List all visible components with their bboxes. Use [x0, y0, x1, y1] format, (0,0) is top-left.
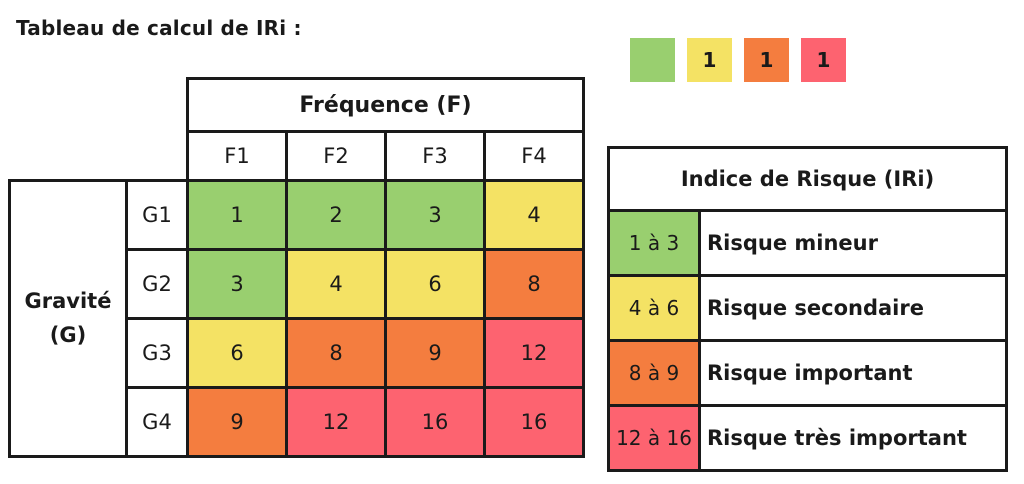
risk-cell: 6: [186, 317, 288, 389]
page-title: Tableau de calcul de IRi :: [16, 16, 302, 40]
legend-title: Indice de Risque (IRi): [607, 146, 1008, 212]
swatch-yellow: 1: [687, 38, 732, 82]
gravity-label-g3: G3: [125, 317, 189, 389]
color-swatches: 1 1 1: [630, 38, 846, 82]
legend-label-important: Risque important: [698, 339, 1008, 407]
risk-cell: 12: [285, 386, 387, 458]
risk-cell: 8: [285, 317, 387, 389]
legend-label-very-important: Risque très important: [698, 404, 1008, 472]
risk-matrix: Fréquence (F) F1 F2 F3 F4 Gravité (G) G1…: [8, 77, 585, 458]
risk-cell: 16: [384, 386, 486, 458]
risk-cell: 9: [384, 317, 486, 389]
legend-range-secondary: 4 à 6: [607, 274, 701, 342]
risk-cell: 6: [384, 248, 486, 320]
risk-cell: 3: [384, 179, 486, 251]
risk-cell: 1: [186, 179, 288, 251]
gravity-title: Gravité (G): [8, 179, 128, 458]
swatch-red: 1: [801, 38, 846, 82]
gravity-label-g2: G2: [125, 248, 189, 320]
risk-cell: 8: [483, 248, 585, 320]
swatch-orange: 1: [744, 38, 789, 82]
risk-cell: 3: [186, 248, 288, 320]
gravity-label-g1: G1: [125, 179, 189, 251]
legend-range-important: 8 à 9: [607, 339, 701, 407]
legend-range-minor: 1 à 3: [607, 209, 701, 277]
risk-cell: 16: [483, 386, 585, 458]
risk-legend: Indice de Risque (IRi) 1 à 3 Risque mine…: [607, 146, 1008, 472]
risk-cell: 4: [483, 179, 585, 251]
risk-cell: 12: [483, 317, 585, 389]
frequency-title: Fréquence (F): [186, 77, 585, 133]
risk-cell: 4: [285, 248, 387, 320]
legend-label-secondary: Risque secondaire: [698, 274, 1008, 342]
frequency-header-f2: F2: [285, 130, 387, 182]
gravity-label-g4: G4: [125, 386, 189, 458]
risk-cell: 2: [285, 179, 387, 251]
frequency-header-f4: F4: [483, 130, 585, 182]
legend-range-very-important: 12 à 16: [607, 404, 701, 472]
risk-cell: 9: [186, 386, 288, 458]
frequency-header-f3: F3: [384, 130, 486, 182]
legend-label-minor: Risque mineur: [698, 209, 1008, 277]
swatch-green: [630, 38, 675, 82]
frequency-header-f1: F1: [186, 130, 288, 182]
